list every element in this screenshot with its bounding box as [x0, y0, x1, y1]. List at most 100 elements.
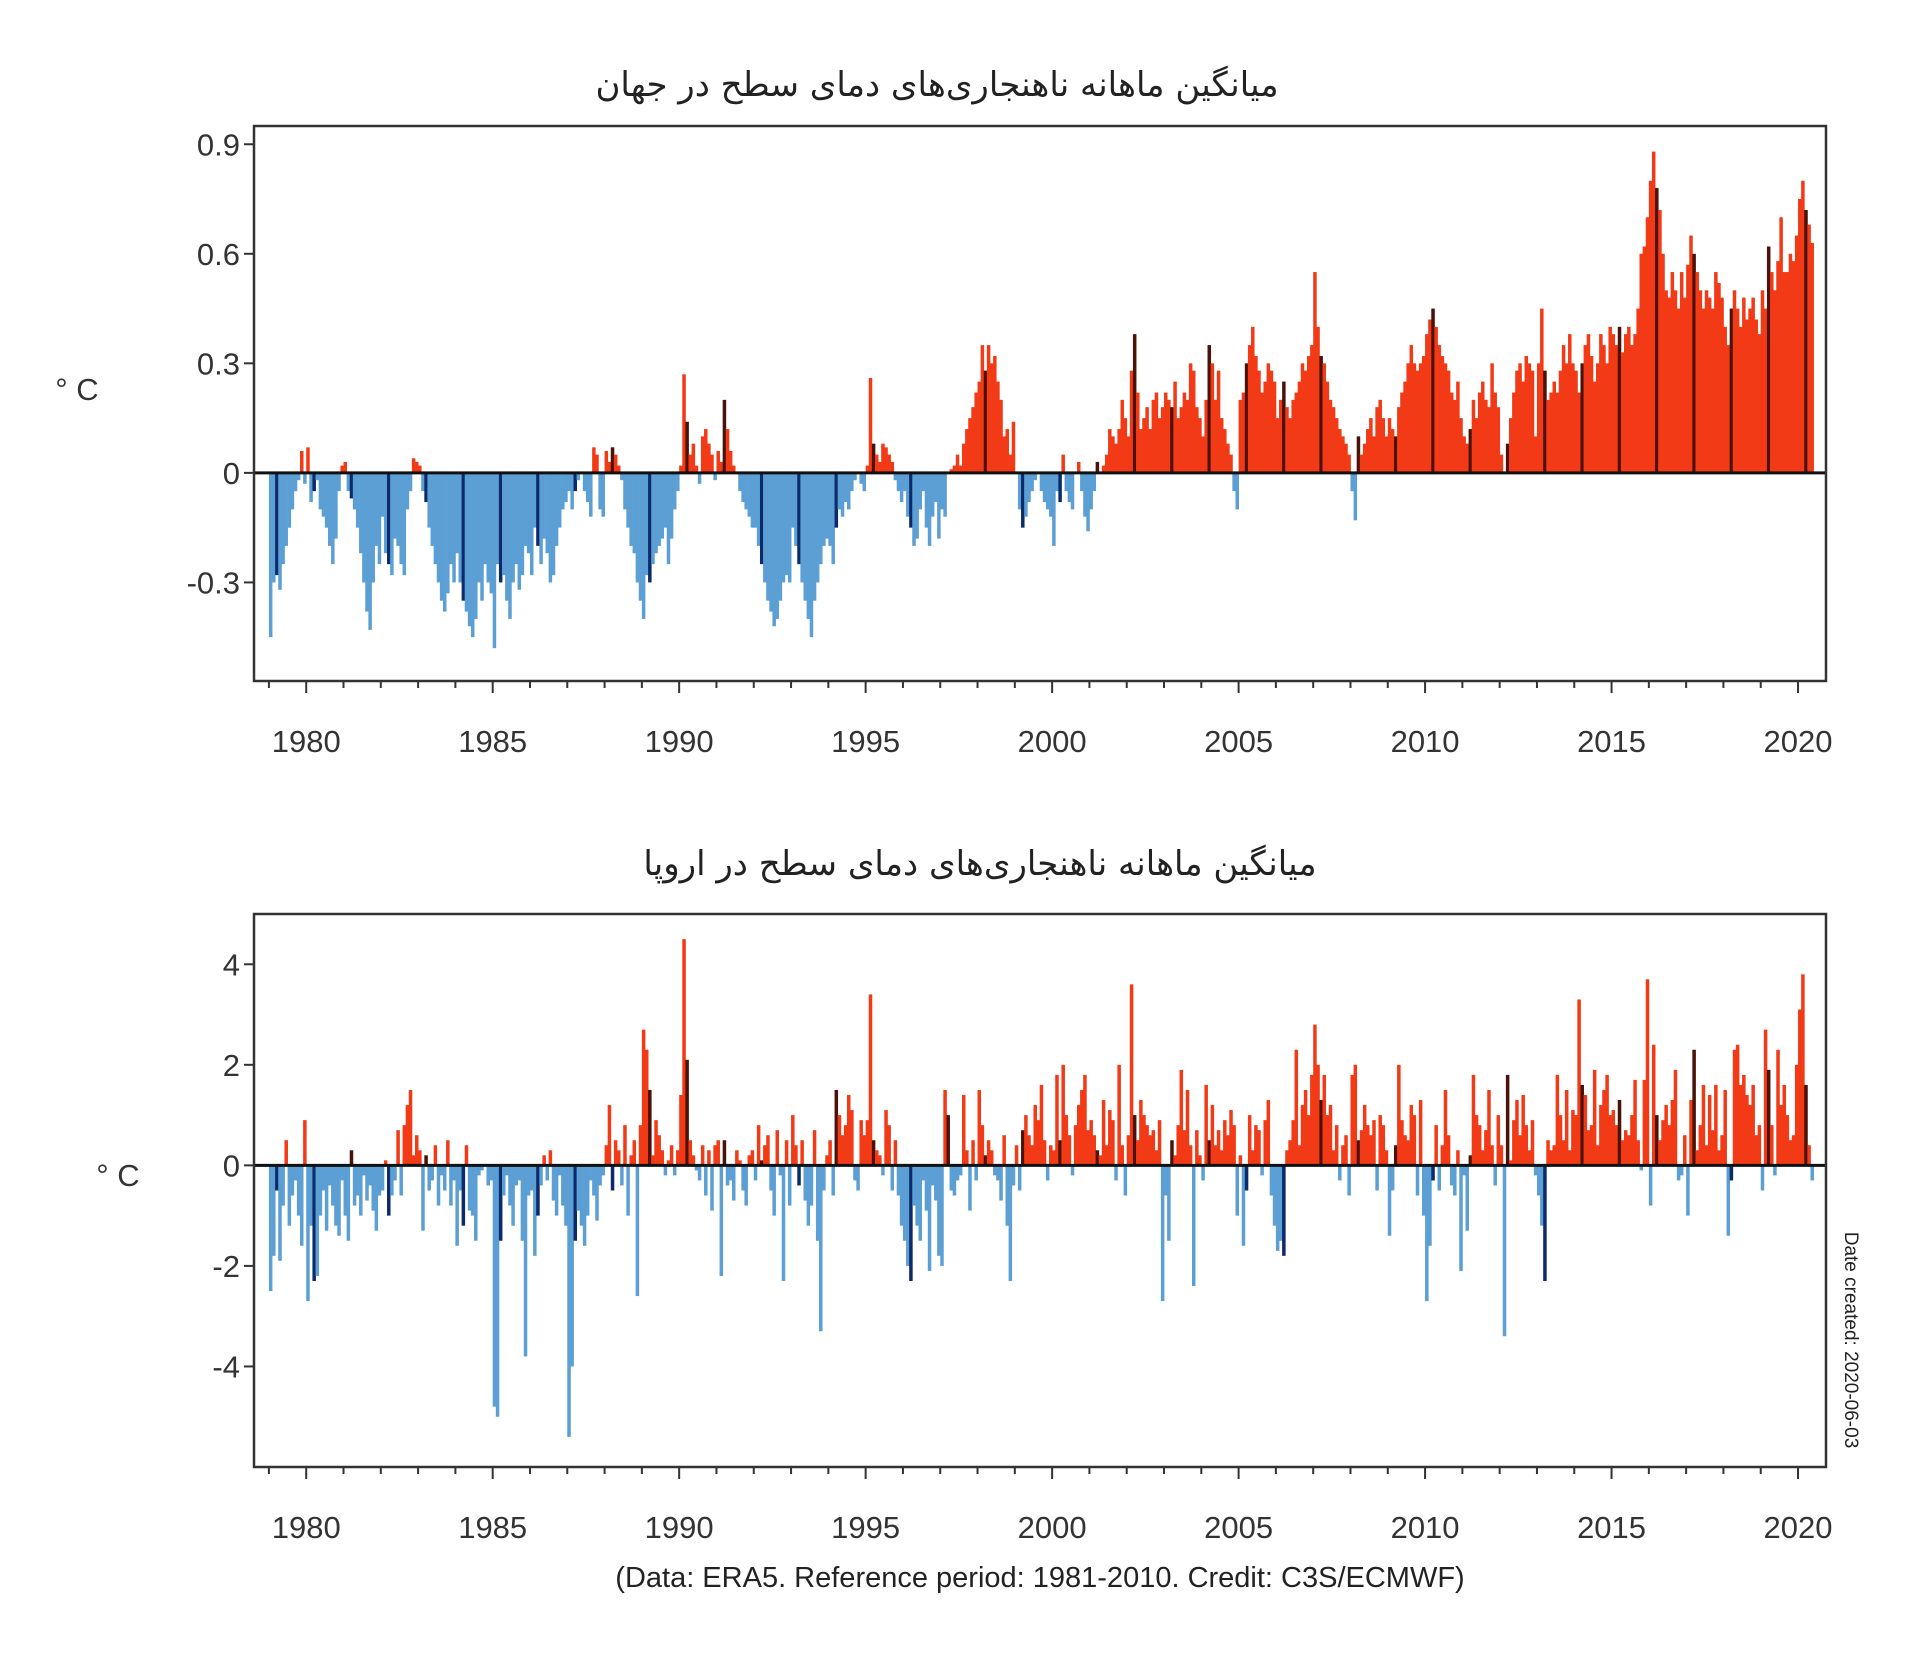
- bar-negative: [579, 1165, 584, 1226]
- bar-positive: [1210, 1105, 1215, 1166]
- bar-negative: [601, 1165, 605, 1176]
- bar-negative: [1639, 1165, 1644, 1171]
- bar-negative: [822, 472, 826, 546]
- bar-negative: [930, 1165, 935, 1186]
- bar-positive: [993, 356, 997, 473]
- bar-positive: [1076, 1105, 1081, 1166]
- bar-positive: [1011, 421, 1016, 473]
- bar-positive: [887, 454, 891, 473]
- bar-positive: [1403, 1135, 1407, 1166]
- plot-frame: [252, 912, 1828, 1469]
- bar-negative: [638, 472, 643, 601]
- bar-positive: [1530, 370, 1535, 473]
- bar-positive: [704, 429, 708, 473]
- bar-positive: [1605, 363, 1609, 473]
- bar-negative: [1033, 472, 1037, 481]
- bar-negative: [747, 472, 752, 517]
- bar-positive: [418, 465, 422, 473]
- bar-positive: [1362, 443, 1367, 473]
- bar-positive: [1254, 1125, 1258, 1166]
- bar-positive: [1689, 235, 1693, 473]
- bar-negative: [554, 1165, 559, 1216]
- bar-positive: [1244, 363, 1249, 473]
- bar-negative: [741, 472, 745, 503]
- bar-negative: [1244, 1165, 1249, 1191]
- bar-negative: [464, 472, 469, 612]
- global-anomaly-chart: میانگین ماهانه ناهنجاری‌های دمای سطح در …: [55, 65, 1832, 759]
- bar-positive: [396, 1130, 400, 1166]
- bar-positive: [1061, 454, 1065, 473]
- bar-positive: [1636, 1140, 1640, 1166]
- bar-negative: [1272, 1165, 1277, 1226]
- x-tick-label: 2010: [1391, 724, 1460, 759]
- bar-positive: [1167, 399, 1171, 473]
- bar-positive: [1574, 1115, 1578, 1166]
- bar-positive: [1732, 290, 1737, 473]
- bar-positive: [840, 1135, 845, 1166]
- bar-negative: [505, 1165, 509, 1176]
- bar-positive: [1344, 443, 1348, 473]
- bar-positive: [1316, 326, 1320, 473]
- bar-positive: [644, 1049, 649, 1166]
- bar-positive: [1804, 1084, 1808, 1166]
- bar-positive: [1782, 272, 1786, 473]
- bar-positive: [654, 1120, 658, 1166]
- bar-negative: [672, 1165, 677, 1176]
- bar-positive: [1291, 399, 1295, 473]
- bar-negative: [470, 1165, 475, 1216]
- bar-negative: [486, 1165, 490, 1186]
- bar-positive: [1583, 345, 1588, 473]
- bar-positive: [1810, 242, 1814, 473]
- bar-positive: [1586, 334, 1591, 473]
- bar-positive: [980, 1125, 985, 1166]
- bar-negative: [1030, 472, 1034, 492]
- bar-positive: [1561, 345, 1566, 473]
- bar-positive: [868, 994, 873, 1166]
- bar-positive: [1229, 454, 1233, 473]
- bar-negative: [1049, 472, 1053, 517]
- bar-positive: [1568, 334, 1572, 473]
- bar-negative: [529, 472, 534, 576]
- bar-negative: [321, 472, 326, 517]
- bar-positive: [657, 1135, 661, 1166]
- y-tick-label: -2: [212, 1249, 240, 1284]
- bar-negative: [937, 1165, 941, 1256]
- bar-negative: [1502, 1165, 1507, 1337]
- bar-negative: [958, 1165, 963, 1176]
- bar-negative: [1005, 1165, 1010, 1226]
- bar-negative: [1070, 472, 1075, 510]
- bar-negative: [502, 1165, 506, 1196]
- bar-positive: [965, 429, 969, 473]
- bar-positive: [983, 1155, 988, 1166]
- bar-negative: [862, 472, 867, 492]
- bar-positive: [1108, 429, 1112, 473]
- bar-positive: [1692, 1049, 1696, 1166]
- bar-positive: [1592, 381, 1597, 473]
- bar-negative: [1089, 472, 1093, 510]
- bar-positive: [759, 1160, 764, 1166]
- bar-negative: [787, 472, 792, 583]
- bar-negative: [1428, 1165, 1432, 1246]
- bar-positive: [1101, 1100, 1106, 1166]
- bar-positive: [1456, 381, 1460, 473]
- bar-positive: [1773, 290, 1777, 473]
- bar-negative: [272, 1165, 276, 1256]
- bar-positive: [1123, 418, 1128, 473]
- bar-positive: [1592, 1069, 1597, 1166]
- bar-positive: [1126, 1135, 1131, 1166]
- bar-negative: [1773, 1165, 1777, 1176]
- bar-negative: [993, 1165, 997, 1176]
- bar-negative: [508, 1165, 512, 1206]
- bar-negative: [974, 1165, 978, 1181]
- bar-positive: [682, 374, 686, 473]
- bar-negative: [533, 1165, 537, 1256]
- bar-positive: [1698, 290, 1703, 473]
- bar-negative: [368, 1165, 372, 1186]
- bar-positive: [1241, 392, 1246, 473]
- bar-positive: [1067, 1135, 1072, 1166]
- bar-positive: [1568, 1150, 1572, 1166]
- bar-negative: [377, 1165, 382, 1196]
- bar-positive: [1108, 1110, 1112, 1166]
- bar-positive: [1083, 1074, 1087, 1166]
- bar-negative: [390, 1165, 394, 1196]
